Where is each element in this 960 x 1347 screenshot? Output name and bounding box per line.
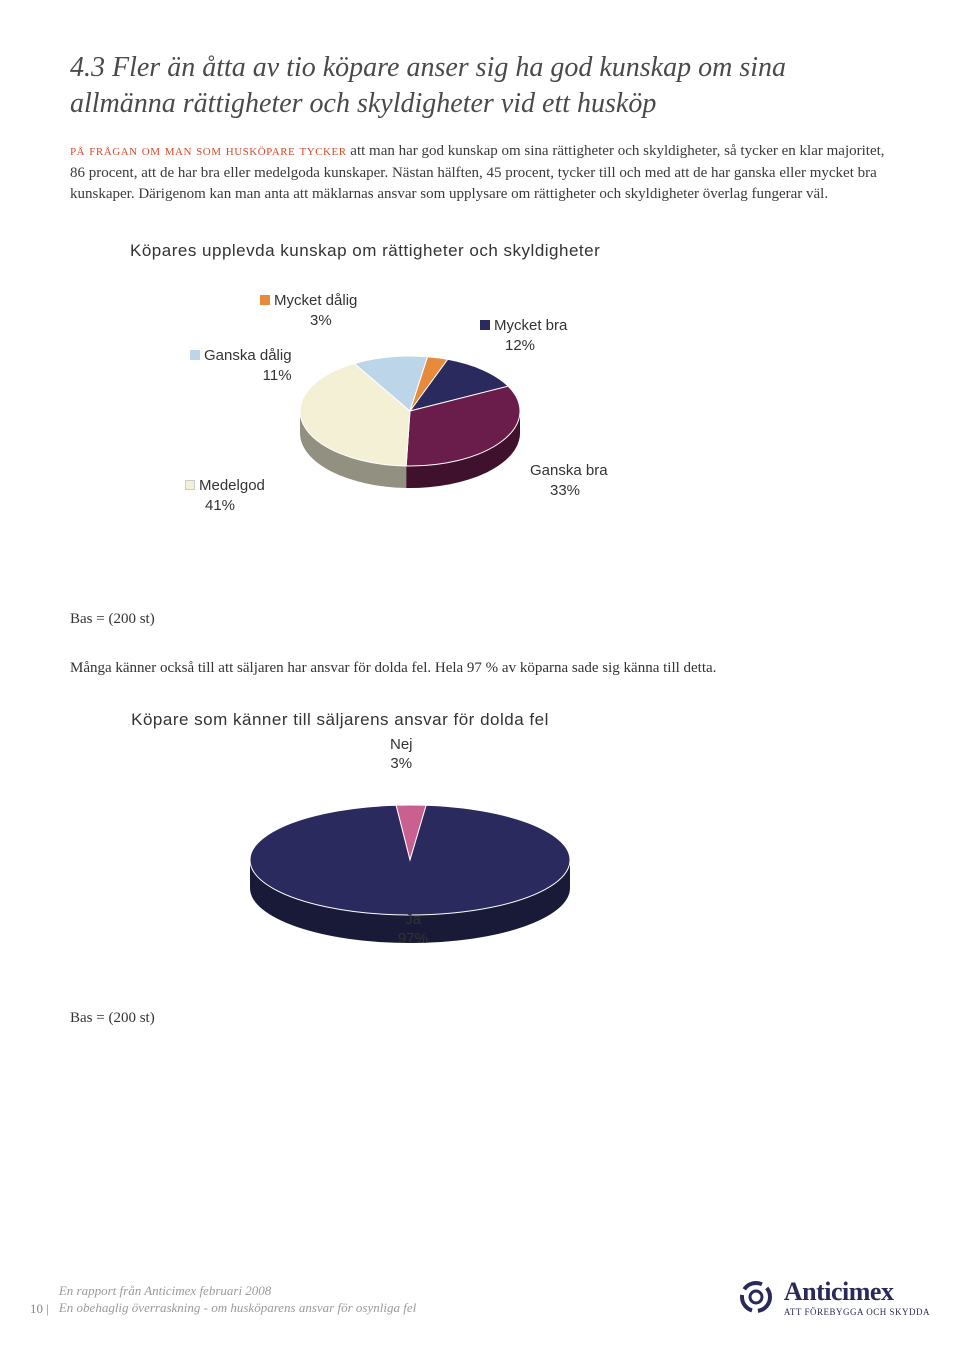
label-ganska-bra: Ganska bra 33% <box>530 461 608 500</box>
label-medelgod: Medelgod 41% <box>185 476 265 515</box>
page-footer: 10 | En rapport från Anticimex februari … <box>30 1277 930 1317</box>
lead-in-text: på frågan om man som husköpare tycker <box>70 143 347 159</box>
label-mycket-bra: Mycket bra 12% <box>480 316 567 355</box>
logo-icon <box>738 1279 774 1315</box>
label-nej: Nej3% <box>390 735 413 774</box>
mid-paragraph: Många känner också till att säljaren har… <box>70 658 890 680</box>
base-text-2: Bas = (200 st) <box>70 1010 890 1027</box>
logo-text: Anticimex <box>784 1277 930 1307</box>
page-number: 10 | <box>30 1301 49 1317</box>
anticimex-logo: Anticimex ATT FÖREBYGGA OCH SKYDDA <box>738 1277 930 1317</box>
section-heading: 4.3 Fler än åtta av tio köpare anser sig… <box>70 50 890 123</box>
logo-tagline: ATT FÖREBYGGA OCH SKYDDA <box>784 1307 930 1317</box>
chart-2-title: Köpare som känner till säljarens ansvar … <box>130 710 550 730</box>
footer-left: 10 | En rapport från Anticimex februari … <box>30 1283 416 1317</box>
chart-1-section: Köpares upplevda kunskap om rättigheter … <box>130 241 890 571</box>
chart-2-section: Köpare som känner till säljarens ansvar … <box>130 710 690 960</box>
label-ja: Ja97% <box>398 910 428 949</box>
pie-chart-1 <box>130 281 690 571</box>
chart-1-title: Köpares upplevda kunskap om rättigheter … <box>130 241 890 261</box>
label-mycket-dalig: Mycket dålig 3% <box>260 291 357 330</box>
base-text-1: Bas = (200 st) <box>70 611 890 628</box>
intro-paragraph: på frågan om man som husköpare tycker at… <box>70 141 890 206</box>
label-ganska-dalig: Ganska dålig 11% <box>190 346 292 385</box>
chart-1: Mycket dålig 3% Ganska dålig 11% Medelgo… <box>130 281 690 571</box>
footer-report-info: En rapport från Anticimex februari 2008 … <box>59 1283 416 1317</box>
